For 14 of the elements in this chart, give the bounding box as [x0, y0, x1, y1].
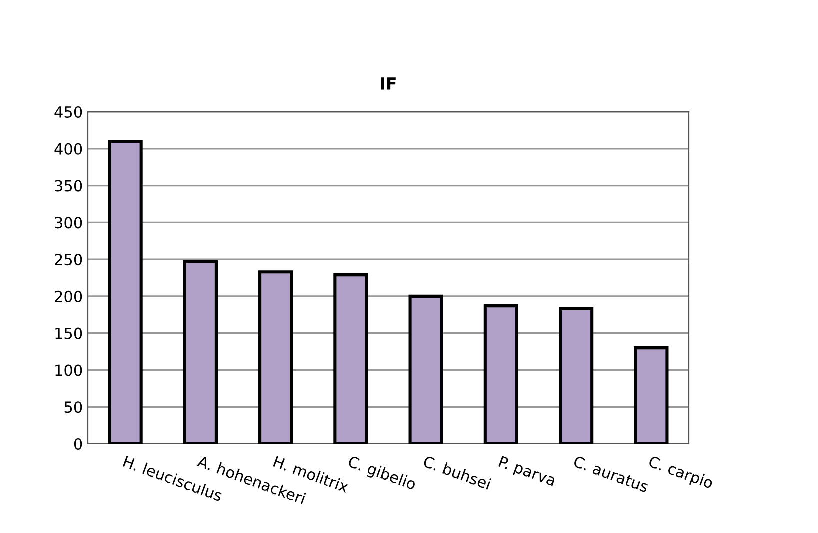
x-tick-label: C. gibelio: [346, 455, 418, 494]
y-tick-label: 0: [74, 438, 82, 450]
x-tick-label: P. parva: [498, 456, 556, 490]
y-tick-label: 400: [54, 143, 82, 155]
chart-title: IF: [381, 78, 396, 90]
y-tick-label: 100: [56, 364, 82, 376]
y-tick-label: 200: [55, 290, 82, 302]
y-tick-label: 450: [54, 106, 82, 118]
y-tick-label: 300: [55, 217, 82, 229]
y-tick-label: 250: [55, 254, 82, 266]
x-tick-label: C. carpio: [647, 455, 714, 492]
y-tick-label: 350: [55, 180, 82, 192]
y-tick-label: 50: [64, 402, 82, 414]
y-tick-label: 150: [56, 328, 82, 340]
